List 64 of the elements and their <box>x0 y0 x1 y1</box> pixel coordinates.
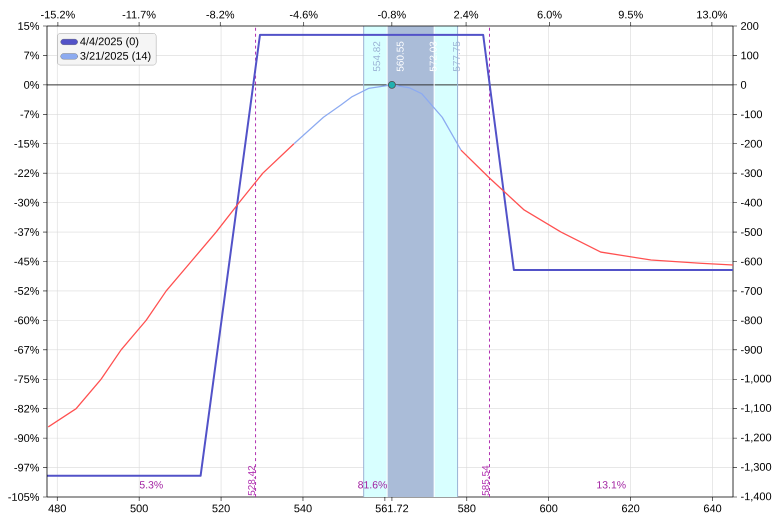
y2-tick-label: 200 <box>741 22 758 30</box>
y2-tick-label: -700 <box>741 287 762 295</box>
y-tick-label: 15% <box>18 22 40 30</box>
x2-tick-label: -11.7% <box>122 10 156 18</box>
x-tick-label: 520 <box>212 504 230 512</box>
x-tick-label: 640 <box>704 504 722 512</box>
x2-tick-label: -4.6% <box>290 10 318 18</box>
y2-tick-label: -500 <box>741 228 762 236</box>
x-tick-label: 480 <box>48 504 66 512</box>
x-tick-label: 620 <box>622 504 640 512</box>
y2-tick-label: -1,400 <box>741 492 772 502</box>
x-tick-label: 580 <box>458 504 476 512</box>
y-tick-label: -7% <box>20 110 40 118</box>
y2-tick-label: -1,300 <box>741 463 772 472</box>
ref-line-label: 585.54 <box>482 466 490 496</box>
y2-tick-label: -900 <box>741 346 762 354</box>
x2-tick-label: 9.5% <box>618 10 643 18</box>
y-tick-label: -22% <box>14 169 40 178</box>
y-tick-label: -90% <box>14 434 40 442</box>
x2-tick-label: -15.2% <box>41 10 75 18</box>
annotation: 5.3% <box>140 481 163 488</box>
y2-tick-label: -1,000 <box>741 374 772 384</box>
y-tick-label: -52% <box>14 287 40 295</box>
y2-tick-label: 100 <box>741 52 758 60</box>
y-tick-label: -75% <box>14 375 40 384</box>
y2-tick-label: -300 <box>741 169 762 178</box>
y2-tick-label: -1,100 <box>741 404 772 414</box>
y-tick-label: -97% <box>14 464 40 472</box>
y2-tick-label: 0 <box>740 81 746 89</box>
y2-tick-label: -400 <box>741 198 762 207</box>
line-series <box>460 150 734 266</box>
x2-tick-label: 13.0% <box>697 10 728 18</box>
x-tick-label: 540 <box>294 504 312 512</box>
y2-tick-label: -200 <box>741 140 762 148</box>
annotation: 13.1% <box>597 481 626 488</box>
legend-label: 4/4/2025 (0) <box>80 37 138 48</box>
y-tick-label: -67% <box>14 346 40 354</box>
y-tick-label: 7% <box>24 52 40 60</box>
x2-tick-label: 6.0% <box>538 10 562 18</box>
y2-tick-label: -600 <box>741 258 762 266</box>
x-tick-label: 600 <box>540 504 558 512</box>
line-series <box>48 143 295 428</box>
y-tick-label: -30% <box>14 198 40 207</box>
ref-line-label: 528.42 <box>248 466 256 496</box>
y-tick-label: -37% <box>14 228 40 236</box>
x2-tick-label: -8.2% <box>206 10 234 18</box>
x2-tick-label: -0.8% <box>378 10 406 18</box>
y2-tick-label: -800 <box>741 316 762 324</box>
y-tick-label: -15% <box>14 140 40 148</box>
y-tick-label: -45% <box>14 258 40 266</box>
annotation: 81.6% <box>358 481 387 488</box>
y-tick-label: -82% <box>14 404 40 413</box>
y-tick-label: -105% <box>8 493 40 501</box>
ref-line-label: 554.82 <box>373 42 380 72</box>
y-tick-label: -60% <box>14 316 40 324</box>
x2-tick-label: 2.4% <box>454 10 478 18</box>
x-tick-label: 500 <box>130 504 148 512</box>
y2-tick-label: -100 <box>741 110 762 118</box>
y-tick-label: 0% <box>24 81 40 89</box>
y2-tick-label: -1,200 <box>741 434 772 443</box>
ref-line-label: 560.55 <box>396 42 404 72</box>
legend-label: 3/21/2025 (14) <box>80 52 150 62</box>
ref-line-label: 577.75 <box>453 42 460 72</box>
x-tick-label: 561.72 <box>376 504 408 512</box>
